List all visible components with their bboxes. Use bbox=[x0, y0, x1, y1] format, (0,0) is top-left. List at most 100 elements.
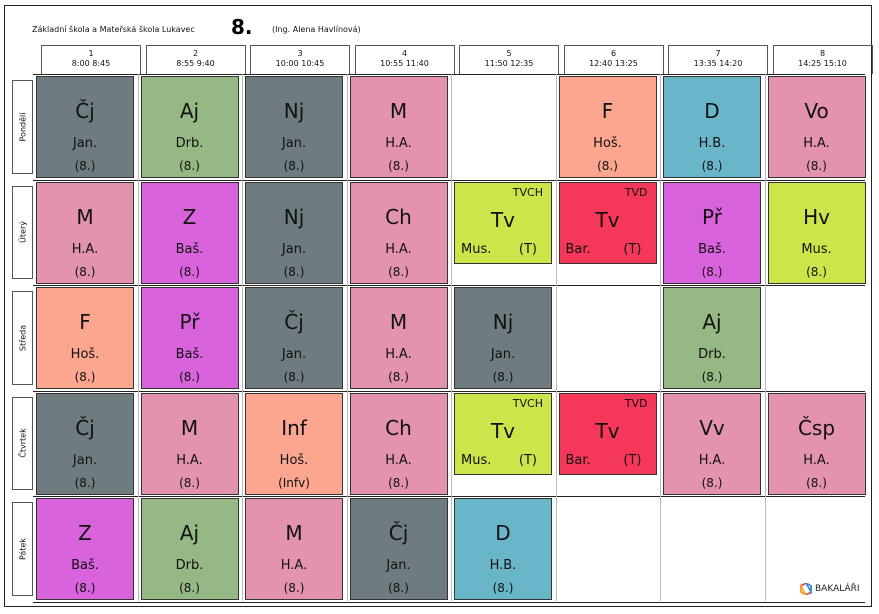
lesson-room: (8.) bbox=[74, 475, 96, 490]
lesson-subject: Inf bbox=[281, 415, 307, 440]
lesson-room: (8.) bbox=[179, 475, 200, 490]
row-divider bbox=[33, 390, 865, 392]
column-divider bbox=[660, 74, 661, 601]
class-title: 8. bbox=[231, 15, 253, 39]
lesson-room: (8.) bbox=[74, 159, 96, 173]
hour-time: 14:25 15:10 bbox=[798, 59, 847, 68]
lesson-teacher: Bar. bbox=[565, 241, 591, 257]
column-divider bbox=[242, 74, 243, 601]
lesson-room: (8.) bbox=[597, 159, 618, 173]
lesson-subject: Aj bbox=[179, 99, 200, 123]
lesson-teacher: Bar. bbox=[565, 452, 591, 468]
lesson-cell[interactable]: M H.A. (8.) bbox=[140, 392, 239, 495]
lesson-subject: Čj bbox=[284, 310, 304, 334]
lesson-cell[interactable]: Aj Drb. (8.) bbox=[140, 76, 239, 178]
lesson-subject: Nj bbox=[492, 310, 514, 334]
lesson-cell[interactable]: Čj Jan. (8.) bbox=[36, 392, 134, 495]
lesson-cell[interactable]: Aj Drb. (8.) bbox=[140, 498, 239, 600]
hour-number: 8 bbox=[819, 49, 826, 58]
lesson-cell[interactable]: M H.A. (8.) bbox=[245, 498, 343, 600]
column-divider bbox=[555, 74, 557, 601]
lesson-cell[interactable]: TVD Tv Bar. (T) bbox=[558, 392, 657, 475]
lesson-cell[interactable]: D H.B. (8.) bbox=[454, 498, 552, 600]
lesson-room: (8.) bbox=[701, 264, 723, 279]
day-name: Čtvrtek bbox=[18, 428, 27, 458]
bakalari-logo-text: BAKALÁŘI bbox=[815, 584, 860, 594]
lesson-group: TVD bbox=[624, 396, 648, 410]
lesson-teacher: Jan. bbox=[72, 136, 98, 151]
lesson-subject: D bbox=[704, 99, 720, 123]
lesson-cell[interactable]: Vv H.A. (8.) bbox=[663, 392, 761, 495]
lesson-subject: F bbox=[79, 310, 91, 334]
lesson-cell[interactable]: Inf Hoš. (Infv) bbox=[245, 392, 343, 495]
hour-number: 2 bbox=[192, 49, 199, 58]
lesson-subject: Vo bbox=[804, 99, 829, 123]
lesson-cell[interactable]: M H.A. (8.) bbox=[349, 76, 448, 178]
lesson-room: (8.) bbox=[701, 370, 723, 384]
lesson-room: (8.) bbox=[179, 370, 200, 384]
lesson-cell[interactable]: M H.A. (8.) bbox=[349, 287, 448, 389]
lesson-cell[interactable]: D H.B. (8.) bbox=[663, 76, 761, 178]
hour-time: 10:00 10:45 bbox=[275, 59, 325, 68]
lesson-cell[interactable]: Hv Mus. (8.) bbox=[767, 181, 866, 284]
day-label-5: Pátek bbox=[12, 502, 33, 596]
lesson-subject: Př bbox=[702, 204, 722, 229]
lesson-cell[interactable]: Aj Drb. (8.) bbox=[663, 287, 761, 389]
lesson-cell[interactable]: TVD Tv Bar. (T) bbox=[558, 181, 657, 264]
lesson-cell[interactable]: TVCH Tv Mus. (T) bbox=[454, 392, 552, 475]
lesson-subject: Př bbox=[179, 310, 200, 334]
lesson-subject: Čsp bbox=[797, 415, 836, 440]
lesson-cell[interactable]: Ch H.A. (8.) bbox=[349, 181, 448, 284]
lesson-room: (8.) bbox=[388, 581, 409, 595]
lesson-cell[interactable]: F Hoš. (8.) bbox=[36, 287, 134, 389]
lesson-teacher: Hoš. bbox=[279, 452, 309, 468]
lesson-cell[interactable]: TVCH Tv Mus. (T) bbox=[454, 181, 552, 264]
lesson-cell[interactable]: Vo H.A. (8.) bbox=[767, 76, 866, 178]
lesson-subject: F bbox=[601, 99, 614, 123]
lesson-cell[interactable]: Čj Jan. (8.) bbox=[245, 287, 343, 389]
hour-time: 11:50 12:35 bbox=[484, 59, 534, 68]
lesson-cell[interactable]: Čj Jan. (8.) bbox=[349, 498, 448, 600]
lesson-teacher: Mus. bbox=[801, 241, 832, 257]
lesson-room: (8.) bbox=[74, 581, 96, 595]
lesson-subject: Nj bbox=[283, 99, 305, 123]
lesson-room: (8.) bbox=[492, 581, 514, 595]
lesson-cell[interactable]: Čj Jan. (8.) bbox=[36, 76, 134, 178]
lesson-subject: Ch bbox=[385, 415, 412, 440]
lesson-cell[interactable]: Z Baš. (8.) bbox=[140, 181, 239, 284]
lesson-teacher: Drb. bbox=[175, 558, 204, 573]
lesson-room: (8.) bbox=[806, 264, 827, 279]
lesson-cell[interactable]: Z Baš. (8.) bbox=[36, 498, 134, 600]
lesson-subject: M bbox=[285, 521, 303, 545]
lesson-room: (8.) bbox=[492, 370, 514, 384]
lesson-subject: Tv bbox=[595, 207, 620, 232]
lesson-cell[interactable]: Nj Jan. (8.) bbox=[245, 181, 343, 284]
lesson-cell[interactable]: M H.A. (8.) bbox=[36, 181, 134, 284]
lesson-teacher: Baš. bbox=[71, 558, 99, 573]
lesson-teacher: H.A. bbox=[385, 241, 412, 257]
lesson-cell[interactable]: Př Baš. (8.) bbox=[663, 181, 761, 284]
lesson-subject: Čj bbox=[388, 521, 409, 545]
lesson-teacher: H.A. bbox=[385, 136, 412, 151]
hour-header-4: 4 10:55 11:40 bbox=[354, 45, 455, 74]
lesson-cell[interactable]: Nj Jan. (8.) bbox=[454, 287, 552, 389]
lesson-subject: Tv bbox=[595, 418, 620, 443]
lesson-cell[interactable]: Čsp H.A. (8.) bbox=[767, 392, 866, 495]
lesson-cell[interactable]: F Hoš. (8.) bbox=[558, 76, 657, 178]
lesson-subject: Hv bbox=[803, 204, 830, 229]
lesson-teacher: H.A. bbox=[176, 452, 203, 468]
lesson-cell[interactable]: Ch H.A. (8.) bbox=[349, 392, 448, 495]
lesson-teacher: Baš. bbox=[175, 347, 204, 362]
lesson-subject: M bbox=[76, 204, 94, 229]
lesson-cell[interactable]: Př Baš. (8.) bbox=[140, 287, 239, 389]
lesson-room: (T) bbox=[623, 241, 642, 257]
lesson-subject: Ch bbox=[385, 204, 412, 229]
lesson-teacher: Jan. bbox=[386, 558, 411, 573]
lesson-teacher: Baš. bbox=[175, 241, 204, 257]
lesson-room: (8.) bbox=[74, 370, 96, 384]
lesson-cell[interactable]: Nj Jan. (8.) bbox=[245, 76, 343, 178]
lesson-room: (T) bbox=[518, 452, 537, 468]
day-name: Úterý bbox=[18, 221, 27, 244]
lesson-group: TVD bbox=[624, 185, 648, 199]
lesson-teacher: H.B. bbox=[489, 558, 517, 573]
